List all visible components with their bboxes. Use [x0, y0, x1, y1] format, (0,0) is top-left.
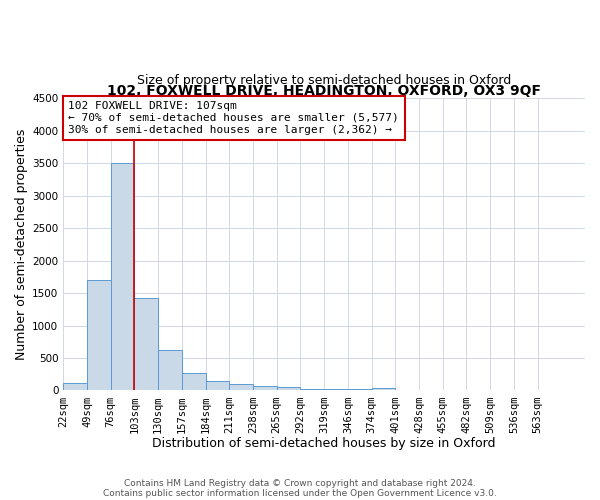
Text: Size of property relative to semi-detached houses in Oxford: Size of property relative to semi-detach… — [137, 74, 511, 86]
Bar — [182, 373, 206, 390]
X-axis label: Distribution of semi-detached houses by size in Oxford: Distribution of semi-detached houses by … — [152, 437, 496, 450]
Bar — [324, 389, 348, 390]
Bar — [253, 386, 277, 390]
Text: 102 FOXWELL DRIVE: 107sqm
← 70% of semi-detached houses are smaller (5,577)
30% : 102 FOXWELL DRIVE: 107sqm ← 70% of semi-… — [68, 102, 399, 134]
Bar — [229, 384, 253, 390]
Bar — [158, 350, 182, 391]
Bar — [87, 280, 111, 390]
Text: Contains HM Land Registry data © Crown copyright and database right 2024.: Contains HM Land Registry data © Crown c… — [124, 478, 476, 488]
Bar — [63, 382, 87, 390]
Bar — [111, 164, 134, 390]
Bar — [206, 380, 229, 390]
Title: 102, FOXWELL DRIVE, HEADINGTON, OXFORD, OX3 9QF: 102, FOXWELL DRIVE, HEADINGTON, OXFORD, … — [107, 84, 541, 98]
Bar — [134, 298, 158, 390]
Bar — [301, 388, 324, 390]
Bar — [277, 387, 301, 390]
Bar — [371, 388, 395, 390]
Text: Contains public sector information licensed under the Open Government Licence v3: Contains public sector information licen… — [103, 488, 497, 498]
Y-axis label: Number of semi-detached properties: Number of semi-detached properties — [15, 128, 28, 360]
